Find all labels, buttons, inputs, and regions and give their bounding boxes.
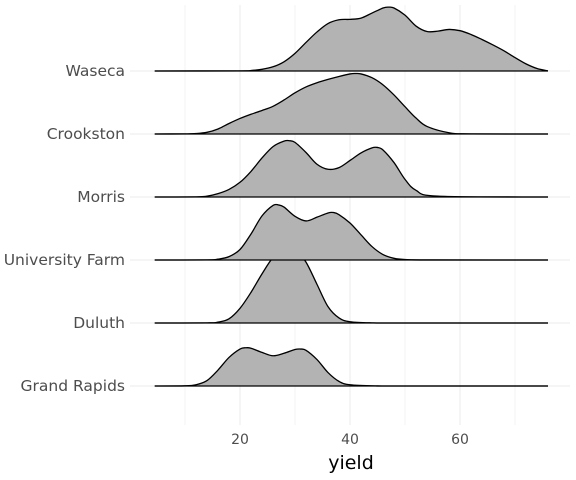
ridge-area — [154, 347, 548, 387]
ridge-area — [154, 247, 548, 324]
x-tick-labels: 20 40 60 — [231, 432, 469, 448]
category-label: Duluth — [73, 314, 125, 332]
ridge-area — [154, 73, 548, 135]
category-label: Grand Rapids — [21, 377, 125, 395]
ridge-area — [154, 140, 548, 197]
category-labels: Grand Rapids Duluth University Farm Morris C… — [4, 62, 125, 395]
ridge-area — [154, 7, 548, 72]
x-tick-label: 60 — [451, 432, 469, 448]
x-axis-title: yield — [328, 452, 374, 474]
ridge-university-farm — [154, 203, 549, 261]
category-label: Waseca — [66, 62, 125, 80]
ridge-outline — [154, 72, 549, 135]
category-label: University Farm — [4, 251, 125, 269]
ridge-area — [154, 204, 548, 261]
x-tick-label: 40 — [341, 432, 359, 448]
x-tick-label: 20 — [231, 432, 249, 448]
ridge-grand-rapids — [154, 346, 548, 387]
ridge-outline — [154, 6, 549, 72]
category-label: Crookston — [47, 125, 125, 143]
ridge-waseca — [154, 6, 549, 72]
ridge-layer — [154, 6, 549, 387]
ridge-crookston — [154, 72, 549, 135]
ridge-outline — [154, 203, 549, 261]
ridge-outline — [154, 139, 549, 198]
category-label: Morris — [77, 188, 125, 206]
ridge-morris — [154, 139, 549, 198]
